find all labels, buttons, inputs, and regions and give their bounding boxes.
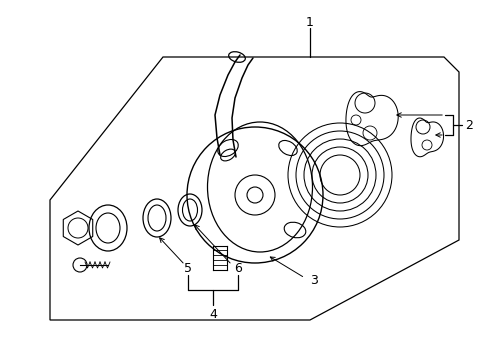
Text: 2: 2 xyxy=(464,118,472,131)
Circle shape xyxy=(246,187,263,203)
Text: 4: 4 xyxy=(209,309,217,321)
Text: 5: 5 xyxy=(183,261,192,274)
Text: 6: 6 xyxy=(234,261,242,274)
Text: 3: 3 xyxy=(309,274,317,287)
Text: 1: 1 xyxy=(305,15,313,28)
